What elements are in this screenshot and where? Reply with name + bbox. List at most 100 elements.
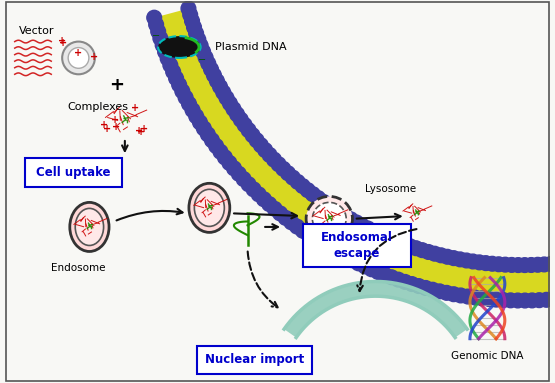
- Circle shape: [314, 235, 328, 250]
- Circle shape: [246, 182, 261, 197]
- Circle shape: [268, 201, 282, 216]
- Circle shape: [196, 121, 211, 136]
- Circle shape: [231, 166, 246, 181]
- Circle shape: [193, 115, 208, 130]
- Circle shape: [537, 257, 552, 272]
- Circle shape: [181, 1, 196, 16]
- Circle shape: [178, 90, 193, 105]
- Circle shape: [339, 250, 353, 264]
- Circle shape: [504, 257, 519, 272]
- Circle shape: [355, 218, 370, 233]
- Circle shape: [418, 281, 433, 295]
- Circle shape: [278, 211, 293, 225]
- Circle shape: [524, 258, 538, 272]
- Circle shape: [62, 42, 95, 74]
- Circle shape: [440, 249, 455, 264]
- Polygon shape: [154, 8, 555, 301]
- Circle shape: [160, 51, 175, 66]
- Circle shape: [216, 85, 230, 100]
- Circle shape: [421, 245, 436, 259]
- Circle shape: [411, 279, 426, 293]
- Circle shape: [439, 285, 454, 300]
- Circle shape: [478, 256, 493, 270]
- Text: Endosome: Endosome: [51, 263, 106, 273]
- Text: +: +: [89, 52, 98, 62]
- Circle shape: [226, 101, 241, 116]
- Circle shape: [553, 291, 555, 306]
- Text: +: +: [137, 127, 145, 137]
- Circle shape: [546, 292, 555, 307]
- Circle shape: [511, 293, 525, 308]
- Circle shape: [183, 7, 198, 22]
- Circle shape: [384, 232, 399, 247]
- Text: Nuclear import: Nuclear import: [205, 354, 304, 367]
- Circle shape: [276, 161, 291, 176]
- Circle shape: [193, 38, 208, 53]
- Circle shape: [230, 107, 244, 122]
- Circle shape: [305, 187, 320, 201]
- Circle shape: [391, 272, 406, 287]
- Circle shape: [271, 157, 286, 172]
- Circle shape: [446, 251, 461, 265]
- Circle shape: [254, 138, 268, 152]
- Circle shape: [398, 275, 412, 289]
- Circle shape: [503, 293, 518, 308]
- Ellipse shape: [194, 189, 224, 226]
- Text: +: +: [58, 36, 66, 46]
- Circle shape: [300, 183, 315, 198]
- Circle shape: [307, 231, 322, 246]
- Circle shape: [296, 223, 310, 238]
- FancyBboxPatch shape: [303, 224, 411, 267]
- Circle shape: [543, 257, 555, 271]
- Circle shape: [327, 202, 341, 216]
- Circle shape: [466, 254, 480, 269]
- Circle shape: [241, 123, 256, 137]
- Circle shape: [295, 179, 310, 193]
- Circle shape: [511, 258, 526, 272]
- Circle shape: [345, 253, 360, 268]
- Circle shape: [273, 206, 287, 221]
- Circle shape: [425, 282, 440, 297]
- Circle shape: [213, 79, 228, 94]
- Circle shape: [189, 109, 204, 124]
- Circle shape: [408, 241, 423, 255]
- Circle shape: [461, 289, 475, 304]
- Circle shape: [491, 257, 506, 272]
- Circle shape: [361, 221, 375, 236]
- Circle shape: [163, 58, 178, 72]
- Text: +: +: [131, 103, 139, 113]
- Ellipse shape: [158, 36, 201, 58]
- Circle shape: [539, 293, 554, 307]
- FancyBboxPatch shape: [197, 346, 312, 374]
- Circle shape: [222, 155, 237, 170]
- Circle shape: [498, 257, 513, 272]
- Circle shape: [185, 14, 199, 28]
- Circle shape: [147, 10, 162, 25]
- Circle shape: [378, 229, 393, 244]
- Circle shape: [172, 77, 186, 92]
- Circle shape: [351, 256, 366, 271]
- Text: Nucleus: Nucleus: [270, 353, 312, 363]
- Text: Endosomal
escape: Endosomal escape: [321, 231, 393, 260]
- Circle shape: [446, 287, 461, 301]
- Circle shape: [210, 74, 224, 88]
- Circle shape: [366, 224, 381, 239]
- Circle shape: [377, 267, 392, 282]
- Ellipse shape: [75, 208, 104, 246]
- Circle shape: [153, 31, 168, 46]
- Circle shape: [258, 143, 273, 157]
- Circle shape: [191, 32, 206, 47]
- Circle shape: [357, 259, 372, 274]
- Circle shape: [251, 187, 266, 202]
- Circle shape: [550, 256, 555, 271]
- Circle shape: [245, 128, 260, 142]
- Circle shape: [485, 256, 500, 271]
- Circle shape: [206, 68, 221, 83]
- Circle shape: [316, 195, 331, 209]
- Circle shape: [432, 284, 447, 299]
- Circle shape: [151, 24, 165, 39]
- Circle shape: [372, 227, 387, 241]
- Circle shape: [332, 246, 347, 261]
- Circle shape: [311, 191, 325, 205]
- Circle shape: [467, 290, 482, 305]
